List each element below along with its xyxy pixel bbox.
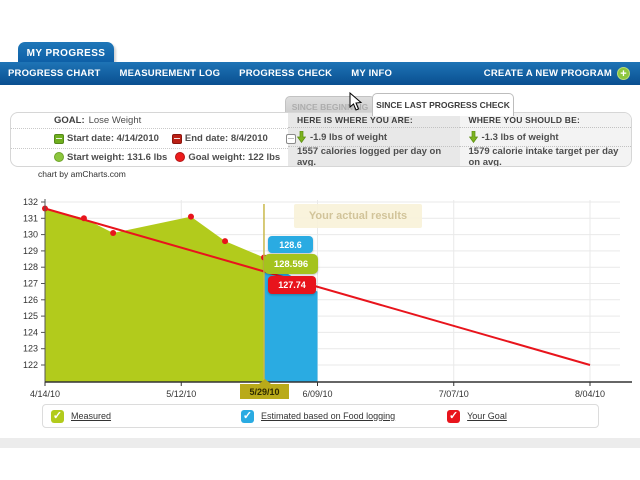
create-new-program-label: CREATE A NEW PROGRAM	[483, 68, 612, 79]
should-weight-change: -1.3 lbs of weight	[481, 131, 559, 143]
page-bottom-band	[0, 438, 640, 448]
legend-item-estimated[interactable]: ✓ Estimated based on Food logging	[241, 409, 396, 423]
down-arrow-icon	[297, 131, 306, 144]
svg-text:130: 130	[23, 230, 38, 240]
nav-item-progress-check[interactable]: PROGRESS CHECK	[239, 68, 333, 79]
start-weight: Start weight: 131.6 lbs	[54, 152, 167, 163]
goal-weights-row: Start weight: 131.6 lbs Goal weight: 122…	[11, 149, 361, 166]
chart-tooltip: Your actual results	[294, 204, 422, 228]
value-label-estimated: 128.6	[268, 236, 313, 253]
value-label-goal: 127.74	[268, 276, 316, 294]
summary-panel: GOAL: Lose Weight Start date: 4/14/2010 …	[10, 112, 632, 167]
svg-text:6/09/10: 6/09/10	[302, 389, 332, 399]
svg-text:124: 124	[23, 327, 38, 337]
nav-item-my-info[interactable]: MY INFO	[351, 68, 393, 79]
calendar-outline-icon	[285, 133, 296, 144]
here-weight-change: -1.9 lbs of weight	[310, 131, 388, 143]
svg-text:127: 127	[23, 279, 38, 289]
svg-text:132: 132	[23, 197, 38, 207]
main-navbar: PROGRESS CHART MEASUREMENT LOG PROGRESS …	[0, 62, 640, 85]
red-dot-icon	[175, 152, 186, 163]
nav-item-progress-chart[interactable]: PROGRESS CHART	[8, 68, 101, 79]
status-here: HERE IS WHERE YOU ARE: -1.9 lbs of weigh…	[288, 113, 460, 166]
tab-my-progress[interactable]: MY PROGRESS	[18, 42, 114, 64]
here-calories: 1557 calories logged per day on avg.	[297, 145, 442, 167]
status-section: HERE IS WHERE YOU ARE: -1.9 lbs of weigh…	[288, 113, 631, 166]
value-label-measured: 128.596	[264, 254, 318, 274]
should-title: WHERE YOU SHOULD BE:	[468, 115, 581, 126]
selected-date-balloon: 5/29/10	[240, 379, 289, 399]
svg-text:128: 128	[23, 262, 38, 272]
svg-text:129: 129	[23, 246, 38, 256]
mouse-cursor-icon	[349, 92, 363, 111]
legend-label[interactable]: Estimated based on Food logging	[261, 411, 396, 421]
goal-dates-row: Start date: 4/14/2010 End date: 8/4/2010…	[11, 129, 342, 149]
svg-text:8/04/10: 8/04/10	[575, 389, 605, 399]
chart-legend: ✓ Measured ✓ Estimated based on Food log…	[42, 404, 599, 428]
legend-item-goal[interactable]: ✓ Your Goal	[447, 409, 507, 423]
plus-icon: +	[617, 67, 630, 80]
tab-since-last-progress-check[interactable]: SINCE LAST PROGRESS CHECK	[372, 93, 514, 116]
create-new-program-button[interactable]: CREATE A NEW PROGRAM +	[484, 67, 640, 80]
end-date: End date: 8/4/2010	[171, 133, 268, 144]
svg-text:5/12/10: 5/12/10	[166, 389, 196, 399]
svg-text:122: 122	[23, 360, 38, 370]
chart-credit: chart by amCharts.com	[38, 169, 126, 179]
svg-text:123: 123	[23, 344, 38, 354]
calendar-green-icon	[54, 133, 64, 144]
svg-text:4/14/10: 4/14/10	[30, 389, 60, 399]
legend-item-measured[interactable]: ✓ Measured	[51, 409, 112, 423]
nav-item-measurement-log[interactable]: MEASUREMENT LOG	[119, 68, 221, 79]
svg-text:125: 125	[23, 311, 38, 321]
goal-weight: Goal weight: 122 lbs	[175, 152, 280, 163]
status-should: WHERE YOU SHOULD BE: -1.3 lbs of weight …	[459, 113, 631, 167]
green-dot-icon	[54, 152, 64, 163]
down-arrow-icon	[468, 131, 478, 144]
checkbox-red-icon[interactable]: ✓	[447, 409, 461, 423]
svg-text:131: 131	[23, 213, 38, 223]
legend-label[interactable]: Your Goal	[467, 411, 507, 421]
goal-title-row: GOAL: Lose Weight	[11, 113, 288, 130]
calendar-red-icon	[171, 133, 182, 144]
nav-left: PROGRESS CHART MEASUREMENT LOG PROGRESS …	[0, 68, 392, 79]
goal-section: GOAL: Lose Weight Start date: 4/14/2010 …	[11, 113, 361, 166]
checkbox-green-icon[interactable]: ✓	[51, 409, 64, 423]
goal-value: Lose Weight	[88, 115, 142, 127]
legend-label[interactable]: Measured	[71, 411, 112, 421]
here-title: HERE IS WHERE YOU ARE:	[297, 115, 413, 126]
start-date: Start date: 4/14/2010	[54, 133, 159, 144]
svg-text:126: 126	[23, 295, 38, 305]
should-calories: 1579 calorie intake target per day on av…	[468, 145, 619, 167]
checkbox-blue-icon[interactable]: ✓	[241, 409, 255, 423]
svg-text:7/07/10: 7/07/10	[439, 389, 469, 399]
goal-label: GOAL:	[54, 115, 85, 127]
